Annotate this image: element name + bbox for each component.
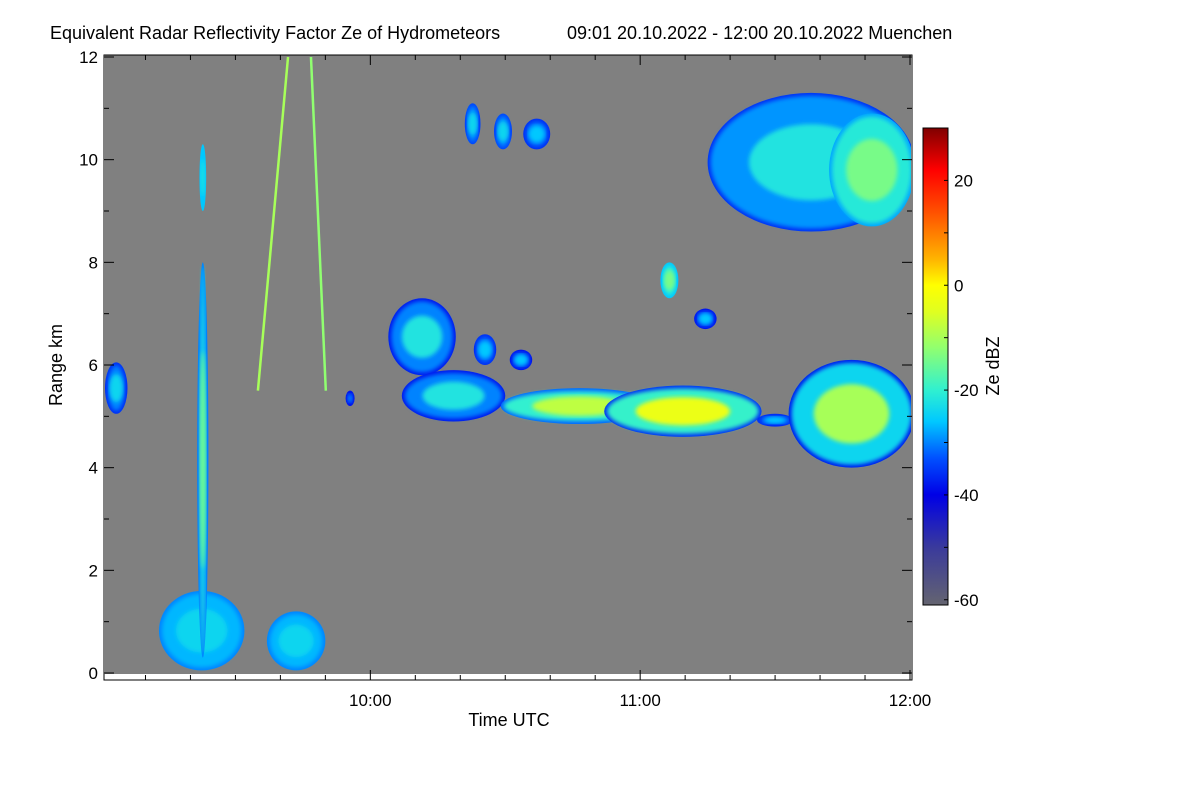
x-tick-label: 11:00 <box>620 691 661 710</box>
colorbar <box>922 127 949 606</box>
y-tick-label: 12 <box>79 48 98 67</box>
echo-core <box>497 121 509 142</box>
echo-core <box>422 381 485 410</box>
echo-mid-blob-3 <box>473 334 497 365</box>
echo-core <box>200 159 205 196</box>
echo-mid-blob-4 <box>509 349 533 371</box>
x-axis: 10:00 11:00 12:00 <box>144 55 932 710</box>
y-tick-label: 0 <box>89 664 98 683</box>
x-axis-label: Time UTC <box>468 710 549 730</box>
echo-low-cloud-main <box>604 385 762 437</box>
echo-core <box>698 313 713 325</box>
y-tick-label: 6 <box>89 356 98 375</box>
echo-core <box>635 397 731 426</box>
echo-mid-blob-1 <box>660 262 679 299</box>
echo-column-1 <box>197 262 209 658</box>
y-tick-label: 8 <box>89 253 98 272</box>
echo-core <box>532 396 627 416</box>
echo-early-low-cloud <box>105 362 128 414</box>
chart-subtitle: 09:01 20.10.2022 - 12:00 20.10.2022 Muen… <box>567 23 952 43</box>
y-tick-label: 10 <box>79 151 98 170</box>
colorbar-label: Ze dBZ <box>983 336 1003 395</box>
echo-core <box>401 315 443 358</box>
echo-track-1 <box>256 56 290 391</box>
echo-core <box>764 416 786 424</box>
echo-small-blob <box>345 390 355 407</box>
echo-core <box>846 138 898 201</box>
echo-core <box>199 351 207 569</box>
echo-low-cloud-west-lower <box>401 370 506 422</box>
colorbar-tick-label: -60 <box>954 591 979 610</box>
echo-cirrus-west-3 <box>523 118 551 150</box>
echo-cirrus-west-2 <box>494 113 512 150</box>
echo-cirrus-east-core <box>829 113 911 227</box>
echo-core <box>278 624 314 658</box>
echo-core <box>478 341 492 359</box>
echo-low-cloud-east <box>788 359 911 468</box>
echo-core <box>664 270 675 291</box>
x-tick-label: 10:00 <box>349 691 392 710</box>
echo-column-1-top <box>199 144 207 211</box>
echo-core <box>347 394 353 403</box>
plot-frame <box>103 54 913 681</box>
chart-title: Equivalent Radar Reflectivity Factor Ze … <box>50 23 500 43</box>
colorbar-tick-label: 0 <box>954 276 963 295</box>
echo-mid-blob-2 <box>694 308 717 330</box>
echo-cirrus-west-1 <box>464 103 481 145</box>
colorbar-tick-label: -20 <box>954 381 979 400</box>
echo-track-2 <box>309 56 328 391</box>
y-tick-label: 4 <box>89 459 98 478</box>
colorbar-tick-label: 20 <box>954 171 973 190</box>
echo-core <box>467 112 478 136</box>
colorbar-axis: 20 0 -20 -40 -60 <box>944 127 979 610</box>
echo-core <box>813 384 890 444</box>
x-tick-label: 12:00 <box>889 691 932 710</box>
echo-low-cloud-gap <box>757 413 794 427</box>
echo-layer <box>105 56 911 671</box>
colorbar-tick-label: -40 <box>954 486 979 505</box>
y-axis-label: Range km <box>46 324 66 406</box>
echo-core <box>528 125 545 143</box>
echo-core <box>514 354 528 366</box>
echo-core <box>109 373 123 403</box>
y-tick-label: 2 <box>89 561 98 580</box>
echo-low-cloud-west-upper <box>388 298 456 376</box>
y-axis: 0 2 4 6 8 10 12 <box>79 48 912 683</box>
echo-ground-cone-2 <box>266 611 326 671</box>
